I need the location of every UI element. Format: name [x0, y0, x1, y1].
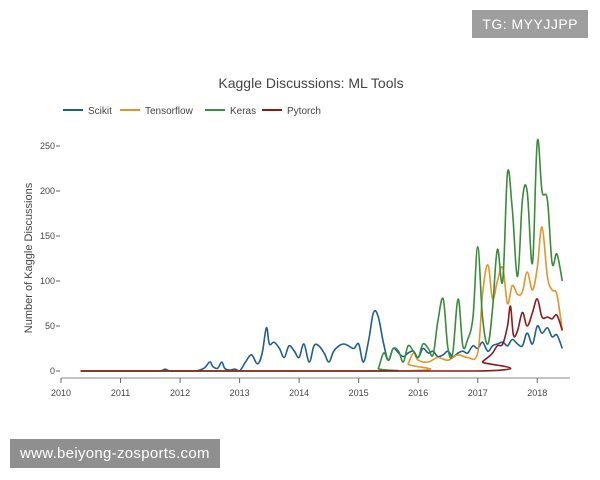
series-lines: [80, 138, 564, 372]
legend-label-scikit: Scikit: [88, 106, 112, 117]
y-tick-label: 250: [40, 141, 55, 151]
x-tick-label: 2011: [111, 388, 130, 398]
y-tick-label: 200: [40, 186, 55, 196]
legend: Scikit Tensorflow Keras Pytorch: [63, 106, 321, 117]
tg-watermark: TG: MYYJJPP: [472, 10, 588, 38]
legend-label-keras: Keras: [230, 106, 256, 117]
x-tick-label: 2012: [170, 388, 190, 398]
site-watermark: www.beiyong-zosports.com: [10, 439, 220, 468]
x-tick-label: 2010: [51, 388, 71, 398]
y-tick-label: 150: [40, 231, 55, 241]
legend-label-pytorch: Pytorch: [287, 106, 321, 117]
y-tick-label: 100: [40, 276, 55, 286]
series-line-keras: [80, 138, 564, 372]
legend-label-tensorflow: Tensorflow: [145, 106, 194, 117]
series-line-scikit: [80, 309, 564, 372]
chart-title: Kaggle Discussions: ML Tools: [218, 75, 403, 91]
y-tick-label: 50: [45, 321, 55, 331]
y-axis-label: Number of Kaggle Discussions: [23, 182, 35, 333]
x-tick-label: 2017: [468, 388, 488, 398]
x-tick-label: 2015: [349, 388, 369, 398]
series-line-pytorch: [80, 298, 564, 372]
y-tick-label: 0: [50, 366, 55, 376]
x-tick-label: 2013: [230, 388, 250, 398]
x-tick-label: 2016: [408, 388, 428, 398]
x-tick-label: 2018: [527, 388, 547, 398]
x-axis: 2010 2011 2012 2013 2014 2015 2016 2017 2018: [51, 377, 570, 398]
x-tick-label: 2014: [289, 388, 309, 398]
y-axis: 0 50 100 150 200 250: [40, 141, 60, 376]
